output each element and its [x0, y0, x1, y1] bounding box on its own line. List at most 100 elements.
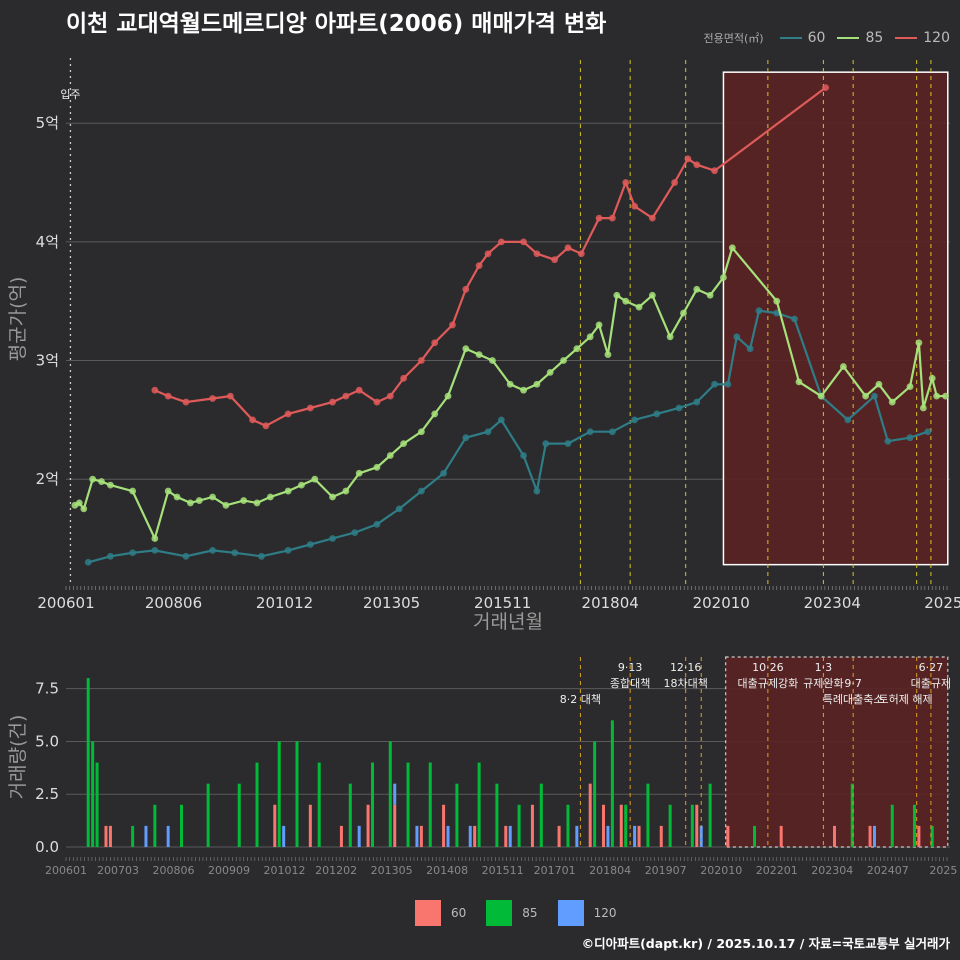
volume-bar-85-12 — [348, 783, 352, 847]
price-point-85-53 — [817, 392, 825, 400]
price-point-85-37 — [573, 345, 581, 353]
price-point-60-41 — [924, 428, 932, 436]
price-point-85-63 — [942, 392, 949, 400]
price-point-85-56 — [875, 380, 883, 388]
price-point-120-12 — [373, 398, 381, 406]
volume-bar-85-25 — [624, 804, 628, 847]
volume-x-tick-7: 201408 — [426, 864, 468, 877]
price-point-120-28 — [608, 214, 616, 222]
price-point-85-18 — [298, 481, 305, 489]
price-x-tick-7: 202304 — [804, 594, 861, 612]
price-point-120-16 — [431, 339, 439, 347]
price-point-60-27 — [675, 404, 683, 412]
price-point-60-24 — [608, 428, 616, 436]
price-point-120-8 — [306, 404, 314, 412]
price-point-85-60 — [919, 404, 927, 412]
volume-annotation-3: 12·16 — [670, 661, 702, 674]
price-point-85-46 — [680, 309, 687, 317]
price-point-60-17 — [484, 428, 492, 436]
volume-bar-60-18 — [695, 804, 699, 847]
price-y-tick-1: 3억 — [36, 352, 59, 370]
volume-bar-60-22 — [868, 825, 872, 847]
price-y-title: 평균가(억) — [7, 277, 29, 362]
price-point-85-44 — [648, 291, 656, 299]
legend-label-85: 85 — [865, 30, 884, 46]
volume-x-tick-13: 202201 — [756, 864, 798, 877]
volume-bar-60-19 — [726, 825, 730, 847]
volume-bar-60-13 — [588, 783, 592, 847]
price-point-120-19 — [475, 262, 483, 269]
price-x-tick-8: 2025 — [924, 594, 960, 612]
volume-highlight-box — [725, 656, 949, 848]
price-point-60-20 — [533, 487, 541, 495]
legend-item-85: 85 — [837, 30, 883, 46]
volume-bar-120-5 — [415, 825, 419, 847]
price-point-60-22 — [564, 440, 572, 447]
price-point-85-4 — [98, 478, 105, 485]
volume-bar-60-9 — [473, 825, 477, 847]
price-point-85-1 — [75, 499, 83, 507]
volume-bar-60-6 — [393, 804, 397, 847]
price-point-85-33 — [520, 386, 527, 394]
price-point-60-37 — [844, 416, 852, 424]
price-point-60-40 — [906, 434, 914, 442]
price-point-85-8 — [164, 487, 172, 495]
move-in-label: 입주 — [60, 88, 80, 101]
volume-y-tick-0: 0.0 — [35, 838, 59, 856]
volume-bar-85-16 — [428, 762, 432, 847]
volume-x-tick-2: 200806 — [153, 864, 195, 877]
price-point-85-2 — [80, 505, 88, 513]
price-point-60-12 — [373, 520, 381, 528]
volume-bar-120-13 — [872, 825, 876, 847]
legend-line-60 — [779, 37, 802, 39]
price-point-60-2 — [129, 549, 137, 557]
price-point-85-50 — [728, 244, 736, 252]
price-point-120-34 — [693, 161, 701, 169]
price-point-85-34 — [533, 380, 541, 388]
price-point-60-38 — [871, 392, 878, 400]
volume-x-tick-4: 201012 — [264, 864, 306, 877]
price-point-85-22 — [355, 469, 363, 477]
price-point-85-43 — [635, 303, 643, 311]
price-point-85-9 — [173, 493, 181, 501]
price-point-60-35 — [791, 315, 798, 323]
volume-bar-60-17 — [659, 825, 663, 847]
volume-bar-85-23 — [593, 741, 597, 847]
price-point-120-22 — [520, 238, 527, 246]
legend-volume: 60 85 120 — [415, 900, 628, 926]
volume-bar-85-29 — [708, 783, 712, 847]
volume-bar-60-3 — [308, 804, 312, 847]
volume-x-tick-11: 201907 — [645, 864, 687, 877]
price-point-120-7 — [284, 410, 292, 418]
price-point-85-15 — [253, 499, 261, 507]
volume-x-tick-1: 200703 — [97, 864, 139, 877]
volume-bar-60-4 — [339, 825, 343, 847]
price-x-tick-1: 200806 — [145, 594, 202, 612]
price-line-85 — [74, 245, 946, 542]
price-point-85-55 — [862, 392, 869, 400]
volume-bar-120-3 — [357, 825, 361, 847]
price-point-120-31 — [648, 214, 656, 222]
price-point-120-2 — [182, 398, 190, 406]
volume-bar-85-4 — [153, 804, 157, 847]
volume-bar-85-10 — [295, 741, 299, 847]
volume-annotation-7: 1·3 — [815, 661, 833, 674]
volume-bar-85-18 — [477, 762, 481, 847]
volume-bar-85-6 — [206, 783, 210, 847]
volume-bar-85-15 — [406, 762, 410, 847]
price-point-60-30 — [724, 380, 732, 388]
volume-y-title: 거래량(건) — [7, 715, 29, 800]
price-point-60-10 — [329, 535, 336, 542]
volume-bar-85-3 — [131, 825, 135, 847]
legend-line-120 — [895, 37, 918, 39]
price-point-85-32 — [506, 380, 514, 388]
price-point-85-59 — [915, 339, 923, 347]
price-point-85-10 — [186, 499, 194, 507]
price-point-85-13 — [222, 501, 230, 509]
price-point-60-1 — [107, 552, 114, 560]
price-point-85-45 — [666, 333, 674, 341]
price-point-85-16 — [266, 493, 274, 501]
price-point-60-26 — [653, 410, 661, 418]
price-point-85-27 — [431, 410, 439, 418]
